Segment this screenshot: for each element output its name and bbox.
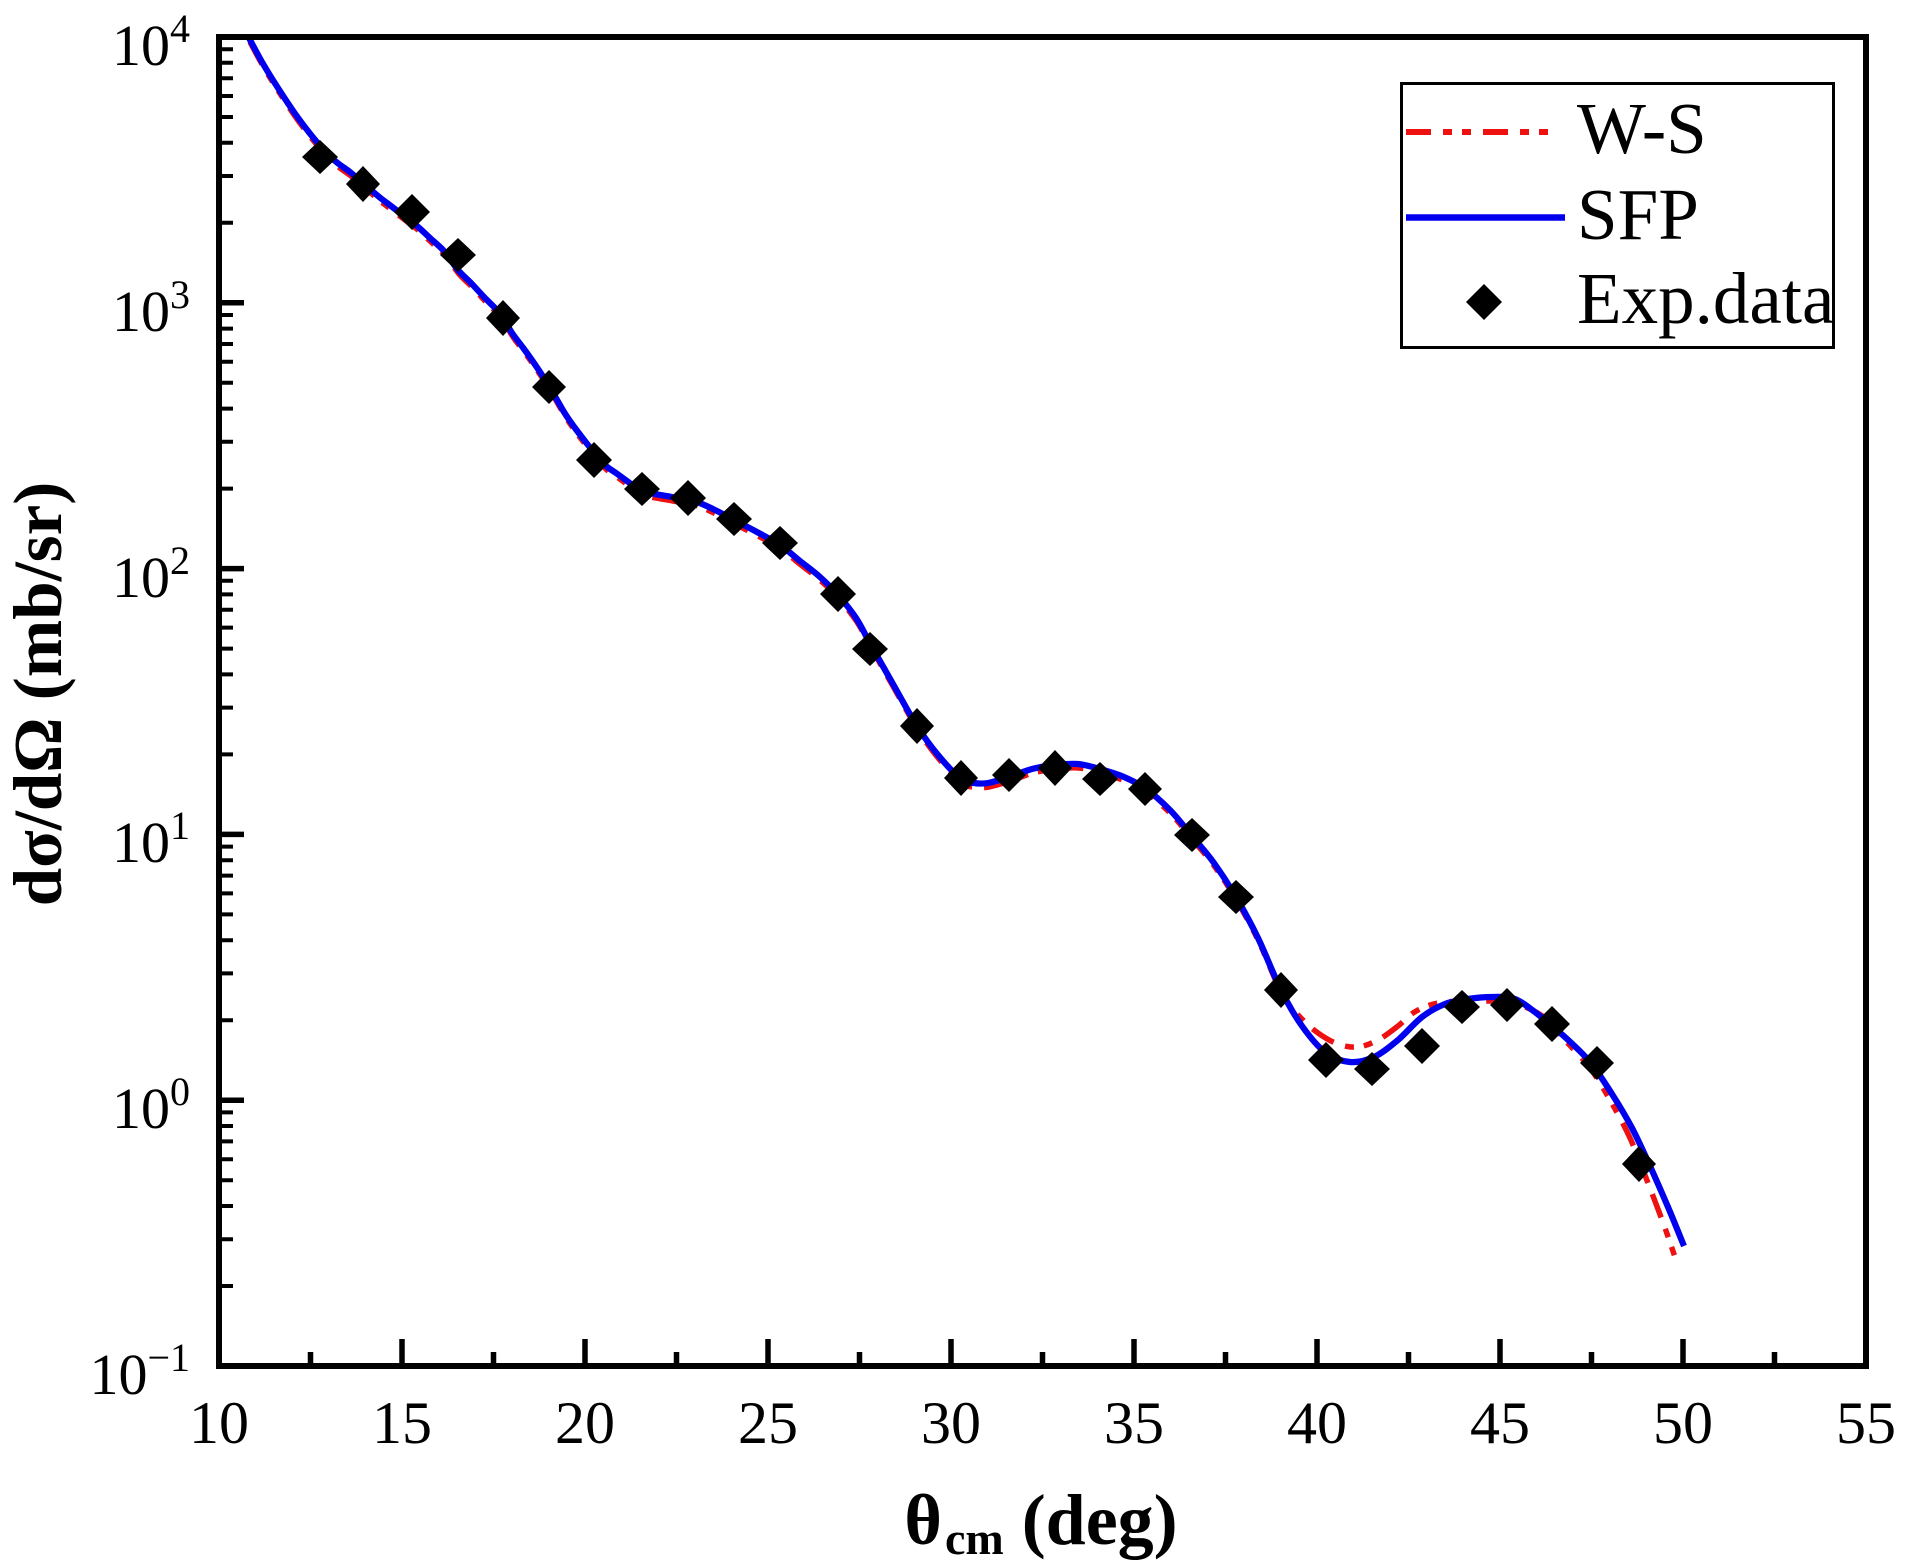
svg-text:W-S: W-S bbox=[1577, 88, 1707, 169]
svg-text:15: 15 bbox=[372, 1390, 432, 1456]
svg-text:104: 104 bbox=[112, 6, 190, 78]
svg-text:Exp.data: Exp.data bbox=[1577, 258, 1834, 339]
svg-text:45: 45 bbox=[1470, 1390, 1530, 1456]
svg-text:40: 40 bbox=[1287, 1390, 1347, 1456]
svg-text:20: 20 bbox=[555, 1390, 615, 1456]
svg-text:100: 100 bbox=[112, 1069, 190, 1141]
svg-text:35: 35 bbox=[1104, 1390, 1164, 1456]
svg-text:55: 55 bbox=[1836, 1390, 1896, 1456]
svg-text:10: 10 bbox=[189, 1390, 249, 1456]
svg-text:SFP: SFP bbox=[1577, 174, 1699, 255]
svg-text:θcm (deg): θcm (deg) bbox=[904, 1480, 1177, 1564]
svg-text:50: 50 bbox=[1653, 1390, 1713, 1456]
svg-text:dσ/dΩ (mb/sr): dσ/dΩ (mb/sr) bbox=[0, 482, 76, 906]
svg-text:30: 30 bbox=[921, 1390, 981, 1456]
svg-text:25: 25 bbox=[738, 1390, 798, 1456]
